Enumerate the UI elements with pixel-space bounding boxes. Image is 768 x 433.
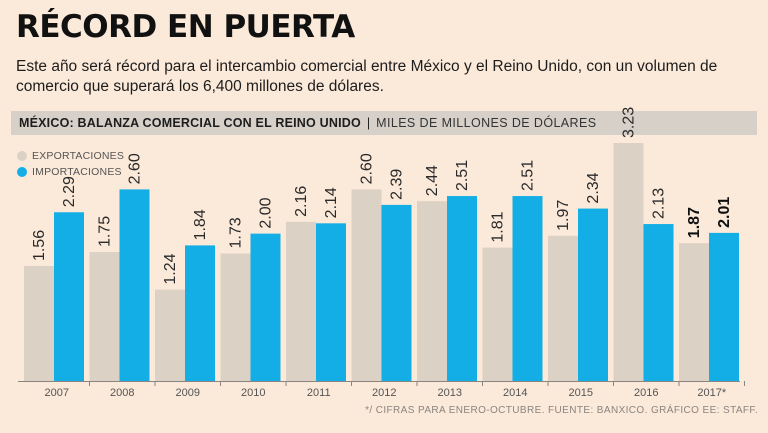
bar-imports bbox=[643, 224, 674, 381]
value-label-exports: 2.60 bbox=[359, 153, 376, 184]
value-label-imports: 2.14 bbox=[323, 187, 340, 218]
value-label-exports: 3.23 bbox=[621, 107, 638, 138]
legend-swatch-exports bbox=[17, 151, 27, 161]
x-tick-label: 2010 bbox=[241, 387, 265, 399]
value-label-exports: 1.56 bbox=[31, 230, 48, 261]
bar-imports bbox=[578, 208, 608, 381]
legend-item-imports: IMPORTACIONES bbox=[17, 164, 124, 180]
chart-subtitle: Este año será récord para el intercambio… bbox=[16, 58, 718, 95]
value-label-exports: 1.73 bbox=[228, 217, 245, 248]
value-label-imports: 2.60 bbox=[127, 153, 144, 184]
value-label-exports: 1.24 bbox=[162, 253, 179, 284]
band-units: MILES DE MILLONES DE DÓLARES bbox=[376, 116, 597, 130]
x-tick-label: 2013 bbox=[438, 387, 462, 399]
bar-exports bbox=[613, 143, 644, 381]
value-label-imports: 2.51 bbox=[520, 160, 537, 191]
bar-exports bbox=[286, 221, 316, 381]
bar-exports bbox=[679, 243, 709, 381]
band-separator: | bbox=[366, 116, 371, 130]
value-label-exports: 1.97 bbox=[555, 200, 572, 231]
legend-label-exports: EXPORTACIONES bbox=[32, 150, 125, 162]
bar-imports bbox=[316, 223, 346, 381]
value-label-imports: 2.00 bbox=[258, 197, 275, 228]
x-tick-label: 2016 bbox=[634, 387, 658, 399]
bar-imports bbox=[54, 212, 84, 381]
x-tick-label: 2014 bbox=[503, 387, 527, 399]
value-label-imports: 1.84 bbox=[192, 209, 209, 240]
x-tick-label: 2011 bbox=[307, 387, 331, 399]
bar-imports bbox=[250, 233, 281, 381]
bar-exports bbox=[155, 289, 185, 381]
bar-exports bbox=[482, 247, 513, 381]
value-label-imports: 2.13 bbox=[651, 188, 668, 219]
bar-exports bbox=[351, 189, 382, 381]
value-label-imports: 2.01 bbox=[716, 197, 733, 228]
source-note: */ CIFRAS PARA ENERO-OCTUBRE. FUENTE: BA… bbox=[365, 405, 758, 416]
bar-imports bbox=[381, 204, 412, 381]
legend-swatch-imports bbox=[17, 167, 27, 177]
chart-header-band: MÉXICO: BALANZA COMERCIAL CON EL REINO U… bbox=[11, 111, 757, 135]
value-label-exports: 1.81 bbox=[490, 211, 507, 242]
bar-imports bbox=[185, 245, 215, 381]
value-label-imports: 2.29 bbox=[61, 176, 78, 207]
chart-title: RÉCORD EN PUERTA bbox=[16, 9, 355, 45]
bar-exports bbox=[220, 253, 251, 381]
value-label-exports: 1.75 bbox=[97, 216, 114, 247]
bar-exports bbox=[548, 235, 578, 381]
x-tick-label: 2017* bbox=[697, 387, 726, 399]
bar-imports bbox=[447, 196, 477, 381]
band-title: MÉXICO: BALANZA COMERCIAL CON EL REINO U… bbox=[19, 116, 361, 130]
x-tick-label: 2007 bbox=[45, 387, 69, 399]
x-tick-label: 2015 bbox=[569, 387, 593, 399]
bar-imports bbox=[119, 189, 150, 381]
value-label-exports: 1.87 bbox=[686, 207, 703, 238]
value-label-exports: 2.44 bbox=[424, 165, 441, 196]
legend-item-exports: EXPORTACIONES bbox=[17, 148, 124, 164]
bar-imports bbox=[512, 196, 543, 381]
value-label-imports: 2.51 bbox=[454, 160, 471, 191]
bar-imports bbox=[709, 232, 739, 381]
bar-exports bbox=[417, 201, 447, 381]
legend: EXPORTACIONES IMPORTACIONES bbox=[17, 148, 124, 180]
bar-exports bbox=[24, 266, 54, 381]
x-tick-label: 2012 bbox=[372, 387, 396, 399]
value-label-imports: 2.39 bbox=[389, 169, 406, 200]
legend-label-imports: IMPORTACIONES bbox=[32, 166, 122, 178]
value-label-exports: 2.16 bbox=[293, 186, 310, 217]
x-tick-label: 2009 bbox=[176, 387, 200, 399]
bar-exports bbox=[89, 252, 120, 381]
value-label-imports: 2.34 bbox=[585, 172, 602, 203]
x-tick-label: 2008 bbox=[110, 387, 134, 399]
